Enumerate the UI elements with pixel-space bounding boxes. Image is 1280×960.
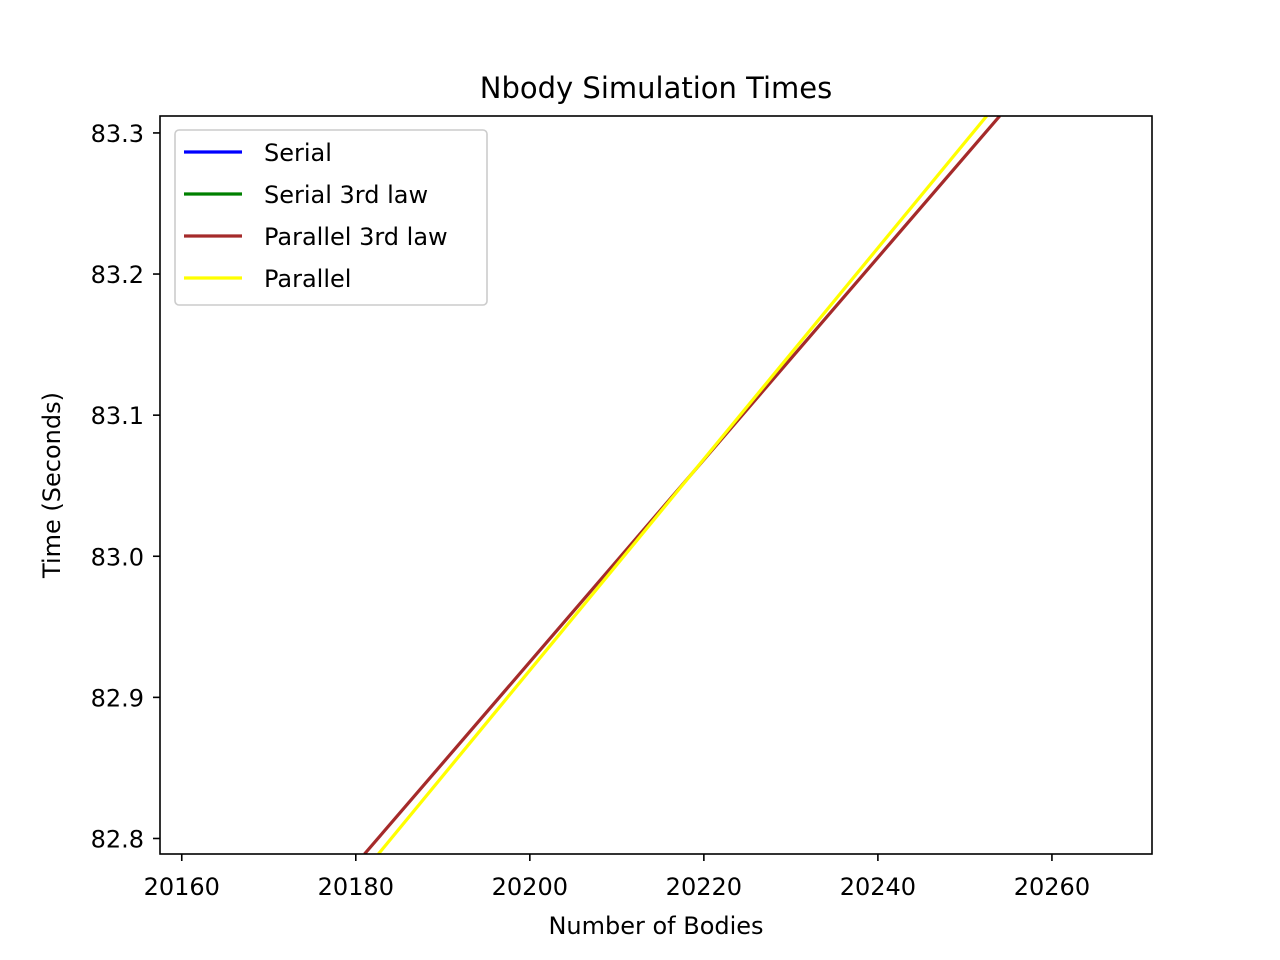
legend-box xyxy=(174,129,488,306)
x-axis-label: Number of Bodies xyxy=(548,912,763,940)
x-tick-label: 20260 xyxy=(1014,873,1090,901)
x-tick-label: 20160 xyxy=(144,873,220,901)
x-tick-label: 20240 xyxy=(840,873,916,901)
legend: Serial Serial 3rd law Parallel 3rd law Para… xyxy=(174,129,488,306)
legend-label-parallel-3rd-law: Parallel 3rd law xyxy=(264,223,448,251)
x-tick-label: 20200 xyxy=(492,873,568,901)
x-tick-label: 20180 xyxy=(318,873,394,901)
chart-title: Nbody Simulation Times xyxy=(480,71,832,105)
y-tick-label: 83.0 xyxy=(91,543,144,571)
x-axis-ticks: 20160 20180 20200 20220 20240 20260 xyxy=(144,854,1090,901)
legend-label-parallel: Parallel xyxy=(264,265,351,293)
y-tick-label: 83.3 xyxy=(91,120,144,148)
series-line-parallel xyxy=(377,116,988,854)
y-tick-label: 83.1 xyxy=(91,402,144,430)
legend-label-serial: Serial xyxy=(264,139,332,167)
plot-frame xyxy=(159,115,1153,855)
y-axis-ticks: 82.8 82.9 83.0 83.1 83.2 83.3 xyxy=(91,120,160,853)
plot-lines xyxy=(363,116,1001,854)
y-axis-label: Time (Seconds) xyxy=(38,392,66,579)
legend-label-serial-3rd-law: Serial 3rd law xyxy=(264,181,428,209)
y-tick-label: 82.8 xyxy=(91,825,144,853)
y-tick-label: 83.2 xyxy=(91,261,144,289)
x-tick-label: 20220 xyxy=(666,873,742,901)
y-tick-label: 82.9 xyxy=(91,684,144,712)
